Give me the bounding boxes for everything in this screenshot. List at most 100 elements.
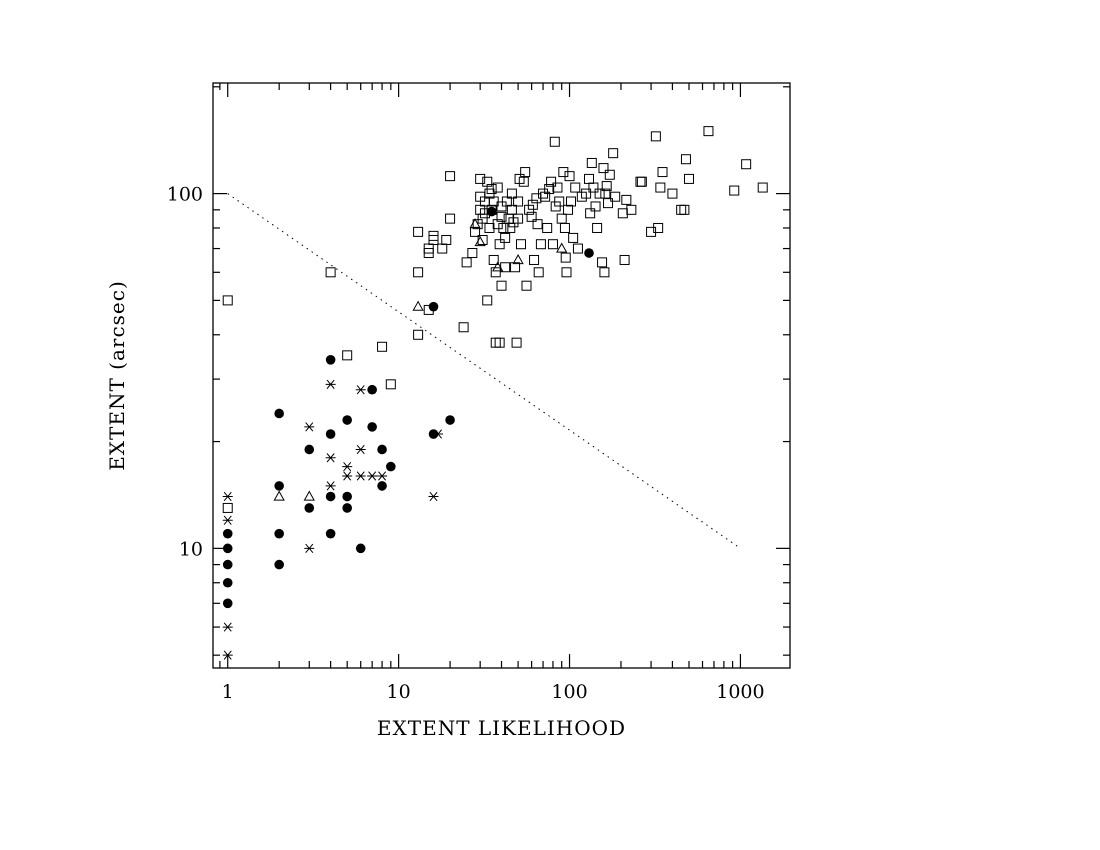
circle-point [325,355,336,365]
y-tick-label: 10 [179,538,203,560]
circle-point [428,301,439,312]
asterisk-point [433,429,444,439]
square-point [506,204,517,215]
circle-point [486,206,497,217]
square-point [584,173,595,184]
square-point [342,350,353,361]
circle-point [304,444,315,455]
square-point [500,232,511,243]
square-point [603,198,614,209]
triangle-point [303,490,315,501]
square-point [547,239,558,250]
asterisk-point [222,491,233,502]
circle-point [274,559,284,570]
square-point [490,337,501,348]
square-point [520,167,531,178]
circle-point [386,461,396,472]
plot-frame [212,82,791,669]
triangle-point [556,242,568,253]
square-point [490,267,501,278]
square-point [599,267,610,278]
square-point [621,194,632,205]
asterisk-point [304,422,315,432]
square-point [513,196,524,207]
square-point [604,169,615,180]
square-point [757,182,768,193]
x-tick-label: 10 [387,681,411,703]
circle-point [304,503,315,513]
asterisk-point [325,481,336,491]
square-point [546,176,557,187]
square-point [598,163,609,174]
square-point [636,176,647,187]
square-point [437,243,448,254]
triangle-point [512,253,524,265]
square-point [513,213,524,224]
circle-point [325,528,336,539]
square-point [563,204,574,215]
square-point [600,188,611,199]
square-point [222,295,233,306]
square-point [680,154,691,165]
square-point [594,188,605,199]
circle-point [445,415,455,425]
square-point [683,173,694,184]
square-point [533,267,544,278]
square-point [586,157,597,168]
asterisk-point [304,543,315,553]
asterisk-point [377,471,388,481]
circle-point [355,543,366,554]
triangle-point [273,490,285,501]
asterisk-point [342,471,353,481]
square-point [518,176,529,187]
square-point [646,226,657,237]
square-point [515,239,526,250]
square-point [506,188,517,199]
square-point [325,267,336,278]
square-point [222,502,233,513]
square-point [498,222,509,233]
triangle-point [474,236,486,247]
square-point [655,182,666,193]
square-point [521,280,532,291]
square-point [445,171,456,182]
square-point [559,222,570,233]
square-point [588,182,599,193]
circle-point [274,528,284,539]
square-point [494,239,505,250]
asterisk-point [367,471,378,481]
square-point [554,196,565,207]
square-point [526,211,537,222]
circle-point [325,491,336,502]
square-point [570,182,581,193]
square-point [488,254,499,265]
triangle-point [412,300,424,311]
axis-ticks [213,83,790,668]
circle-point [367,422,377,432]
square-point [560,252,571,263]
square-point [458,322,469,333]
square-point [428,230,439,241]
circle-point [222,577,233,588]
circle-point [584,248,594,258]
square-point [572,243,583,254]
circle-point [377,444,387,455]
x-axis-title: EXTENT LIKELIHOOD [377,716,626,740]
square-point [552,182,563,193]
asterisk-point [355,444,366,455]
asterisk-point [222,515,233,525]
square-point [590,201,601,212]
square-point [510,262,521,273]
square-point [597,257,608,268]
reference-line-group [227,193,741,549]
circle-point [274,481,284,491]
square-point [385,379,396,390]
x-tick-label: 100 [551,681,587,703]
square-point [564,171,575,182]
circle-point [367,384,377,395]
asterisk-point [325,379,336,389]
square-point [610,191,621,202]
asterisk-point [428,491,439,502]
square-point [496,211,507,222]
y-tick-label: 100 [167,184,203,206]
